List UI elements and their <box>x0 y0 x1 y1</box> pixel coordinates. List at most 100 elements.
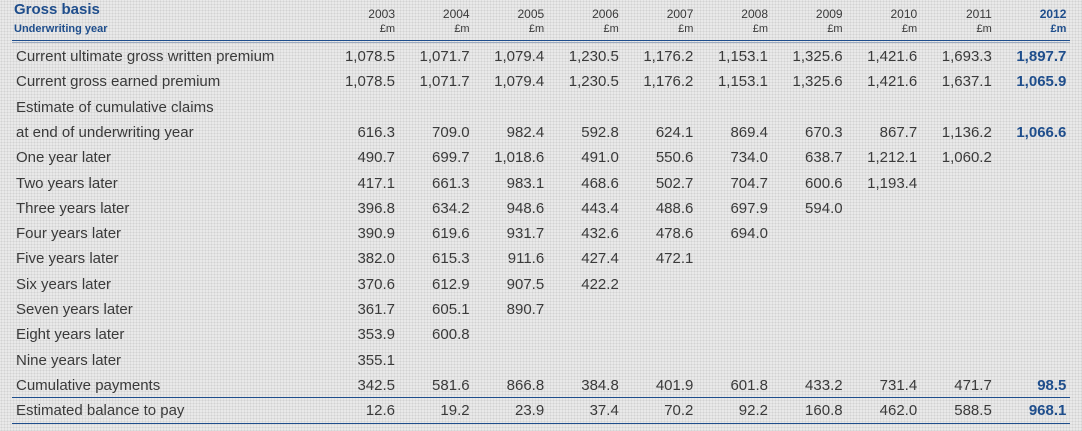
cell-value: 1,212.1 <box>867 149 918 167</box>
cell-value: 600.6 <box>805 174 843 192</box>
cell-value: 433.2 <box>805 376 843 394</box>
cell-value: 353.9 <box>357 326 395 344</box>
cell-value: 1,693.3 <box>941 48 992 65</box>
cell-value: 734.0 <box>730 149 768 167</box>
cell-value: 638.7 <box>805 149 843 167</box>
cell-value: 1,176.2 <box>643 48 694 65</box>
column-unit: £m <box>528 23 545 35</box>
cell-value: 1,136.2 <box>941 123 992 141</box>
cell-value: 427.4 <box>581 250 619 268</box>
cell-value: 869.4 <box>730 123 768 141</box>
cell-value: 12.6 <box>365 402 395 420</box>
row-label: Cumulative payments <box>16 376 161 394</box>
cell-value: 370.6 <box>357 275 395 293</box>
cell-value: 600.8 <box>432 326 470 344</box>
cell-value: 471.7 <box>954 376 992 394</box>
cell-value: 1,637.1 <box>941 73 992 91</box>
cell-value: 968.1 <box>1028 402 1067 420</box>
cell-value: 160.8 <box>805 402 843 420</box>
cell-value: 612.9 <box>432 275 470 293</box>
cell-value: 1,897.7 <box>1016 48 1067 65</box>
cell-value: 422.2 <box>581 275 619 293</box>
column-unit: £m <box>901 23 918 35</box>
row-label: One year later <box>16 149 112 167</box>
bottom-rule <box>12 423 1070 424</box>
column-year: 2003 <box>368 7 395 21</box>
cell-value: 601.8 <box>730 376 768 394</box>
cell-value: 867.7 <box>879 123 918 141</box>
cell-value: 634.2 <box>432 199 470 217</box>
cell-value: 1,421.6 <box>867 73 918 91</box>
cell-value: 19.2 <box>440 402 470 420</box>
cell-value: 355.1 <box>357 351 395 369</box>
cell-value: 382.0 <box>357 250 395 268</box>
cell-value: 472.1 <box>655 250 694 268</box>
cell-value: 982.4 <box>506 123 545 141</box>
cell-value: 37.4 <box>589 402 619 420</box>
row-label: at end of underwriting year <box>16 123 194 141</box>
header-rule <box>12 42 1070 43</box>
cell-value: 23.9 <box>514 402 545 420</box>
header-rule <box>12 40 1070 41</box>
cell-value: 401.9 <box>655 376 694 394</box>
cell-value: 616.3 <box>357 123 395 141</box>
cell-value: 432.6 <box>581 225 619 243</box>
cell-value: 550.6 <box>655 149 694 167</box>
cell-value: 443.4 <box>581 199 619 217</box>
cell-value: 624.1 <box>655 123 694 141</box>
cell-value: 384.8 <box>581 376 619 394</box>
row-label: Estimated balance to pay <box>16 402 185 420</box>
row-label: Six years later <box>16 275 112 293</box>
row-label: Seven years later <box>16 301 133 318</box>
cell-value: 1,421.6 <box>867 48 918 65</box>
cell-value: 1,066.6 <box>1016 123 1067 141</box>
cell-value: 1,018.6 <box>494 149 545 167</box>
row-label: Nine years later <box>16 351 122 369</box>
cell-value: 697.9 <box>730 199 768 217</box>
cell-value: 890.7 <box>506 301 545 318</box>
row-label: Current ultimate gross written premium <box>16 48 275 65</box>
total-rule <box>12 397 1070 398</box>
cell-value: 1,153.1 <box>717 48 768 65</box>
cell-value: 342.5 <box>357 376 395 394</box>
cell-value: 1,079.4 <box>494 73 545 91</box>
column-unit: £m <box>678 23 694 35</box>
cell-value: 731.4 <box>879 376 918 394</box>
cell-value: 983.1 <box>506 174 545 192</box>
column-year: 2005 <box>517 7 545 21</box>
column-unit: £m <box>603 23 619 35</box>
row-label: Two years later <box>16 174 118 192</box>
cell-value: 488.6 <box>655 199 694 217</box>
cell-value: 462.0 <box>879 402 918 420</box>
column-year: 2010 <box>890 7 918 21</box>
cell-value: 605.1 <box>432 301 470 318</box>
column-unit: £m <box>1050 23 1067 35</box>
cell-value: 619.6 <box>432 225 470 243</box>
cell-value: 1,071.7 <box>419 73 470 91</box>
column-year: 2011 <box>965 7 992 21</box>
cell-value: 709.0 <box>432 123 470 141</box>
cell-value: 866.8 <box>506 376 545 394</box>
column-year: 2007 <box>666 7 694 21</box>
column-year: 2009 <box>815 7 843 21</box>
cell-value: 390.9 <box>357 225 395 243</box>
cell-value: 670.3 <box>805 123 843 141</box>
row-label: Eight years later <box>16 326 125 344</box>
column-unit: £m <box>379 23 395 35</box>
cell-value: 661.3 <box>432 174 470 192</box>
table-subtitle: Underwriting year <box>14 23 108 35</box>
cell-value: 699.7 <box>432 149 470 167</box>
column-unit: £m <box>454 23 470 35</box>
cell-value: 907.5 <box>506 275 545 293</box>
cell-value: 92.2 <box>738 402 768 420</box>
cell-value: 1,065.9 <box>1016 73 1067 91</box>
cell-value: 594.0 <box>805 199 843 217</box>
column-year: 2006 <box>592 7 619 21</box>
cell-value: 1,230.5 <box>568 73 619 91</box>
cell-value: 1,071.7 <box>419 48 470 65</box>
cell-value: 1,060.2 <box>941 149 992 167</box>
cell-value: 478.6 <box>655 225 694 243</box>
cell-value: 704.7 <box>730 174 768 192</box>
column-year: 2008 <box>741 7 768 21</box>
